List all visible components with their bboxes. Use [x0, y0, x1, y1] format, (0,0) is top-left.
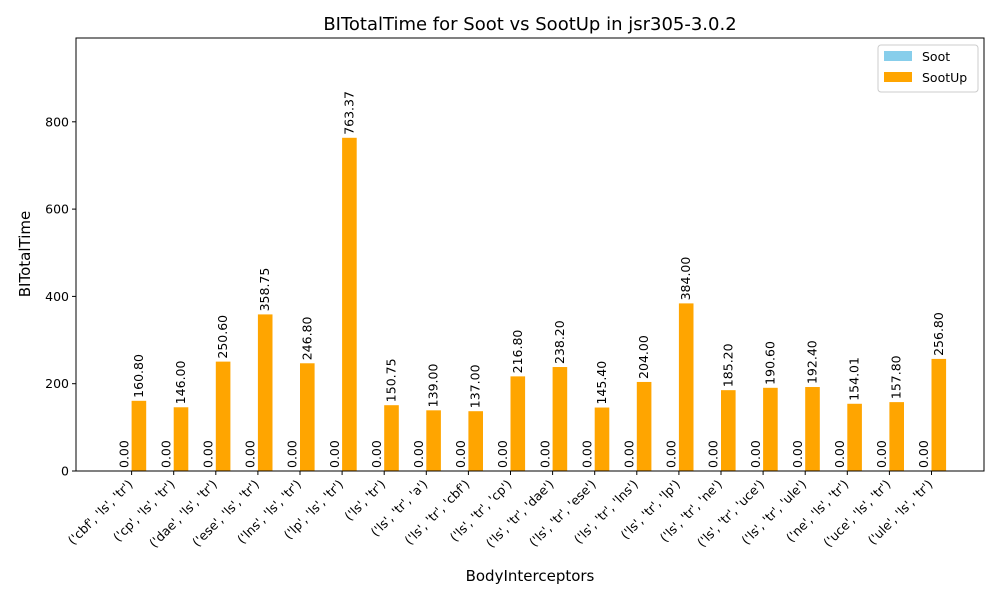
y-tick-label-4: 800 — [45, 114, 69, 129]
data-label-sootup-3: 358.75 — [257, 268, 272, 312]
bars-group — [131, 137, 947, 471]
data-label-sootup-4: 246.80 — [299, 316, 314, 360]
data-label-soot-18: 0.00 — [874, 440, 889, 468]
x-axis: ('cbf', 'ls', 'tr')('cp', 'ls', 'tr')('d… — [65, 471, 936, 550]
bar-sootup-2 — [215, 361, 231, 471]
bar-sootup-17 — [847, 403, 862, 471]
data-label-soot-5: 0.00 — [327, 440, 342, 468]
data-label-soot-1: 0.00 — [158, 440, 173, 468]
data-label-sootup-18: 157.80 — [889, 355, 904, 399]
data-label-sootup-6: 150.75 — [384, 358, 399, 402]
data-label-sootup-19: 256.80 — [931, 312, 946, 356]
data-label-soot-16: 0.00 — [790, 440, 805, 468]
data-label-soot-8: 0.00 — [453, 440, 468, 468]
data-label-sootup-2: 250.60 — [215, 315, 230, 359]
x-axis-label: BodyInterceptors — [466, 567, 595, 585]
data-label-sootup-5: 763.37 — [341, 91, 356, 135]
data-label-sootup-13: 384.00 — [678, 257, 693, 301]
bar-sootup-16 — [805, 387, 820, 471]
bar-sootup-12 — [636, 381, 652, 471]
bar-sootup-18 — [889, 402, 904, 471]
legend: Soot SootUp — [877, 44, 979, 93]
data-label-soot-13: 0.00 — [664, 440, 679, 468]
y-tick-label-3: 600 — [45, 202, 69, 217]
data-label-soot-9: 0.00 — [495, 440, 510, 468]
bar-sootup-19 — [931, 358, 947, 471]
data-label-sootup-9: 216.80 — [510, 330, 525, 374]
bar-sootup-13 — [678, 303, 694, 471]
data-label-soot-19: 0.00 — [916, 440, 931, 468]
data-label-sootup-1: 146.00 — [173, 360, 188, 404]
plot-frame — [75, 37, 985, 472]
data-label-sootup-17: 154.01 — [847, 357, 862, 401]
bar-sootup-9 — [510, 376, 526, 471]
bar-sootup-3 — [257, 314, 273, 471]
bar-sootup-7 — [426, 410, 441, 471]
legend-label-soot: Soot — [922, 49, 950, 64]
legend-swatch-sootup — [884, 72, 912, 82]
legend-swatch-soot — [884, 51, 912, 61]
data-label-sootup-10: 238.20 — [552, 320, 567, 364]
data-label-soot-7: 0.00 — [411, 440, 426, 468]
bar-sootup-6 — [384, 405, 399, 471]
data-label-sootup-8: 137.00 — [468, 364, 483, 408]
data-label-sootup-16: 192.40 — [805, 340, 820, 384]
data-label-sootup-12: 204.00 — [636, 335, 651, 379]
data-label-soot-2: 0.00 — [201, 440, 216, 468]
bar-sootup-15 — [763, 387, 778, 471]
bar-sootup-4 — [300, 363, 315, 471]
chart-title: BITotalTime for Soot vs SootUp in jsr305… — [323, 14, 736, 35]
data-label-soot-11: 0.00 — [579, 440, 594, 468]
data-labels-group: 0.00 160.80 0.00 146.00 0.00 250.60 0.00 358.75… — [116, 91, 946, 468]
data-label-soot-17: 0.00 — [832, 440, 847, 468]
legend-label-sootup: SootUp — [922, 70, 967, 85]
bar-sootup-10 — [552, 367, 568, 471]
data-label-soot-6: 0.00 — [369, 440, 384, 468]
data-label-soot-4: 0.00 — [285, 440, 300, 468]
y-tick-label-1: 200 — [45, 376, 69, 391]
data-label-soot-3: 0.00 — [243, 440, 258, 468]
bar-sootup-0 — [131, 400, 147, 471]
data-label-soot-0: 0.00 — [116, 440, 131, 468]
data-label-soot-12: 0.00 — [622, 440, 637, 468]
bar-sootup-5 — [342, 137, 357, 471]
data-label-soot-10: 0.00 — [537, 440, 552, 468]
data-label-sootup-14: 185.20 — [720, 343, 735, 387]
data-label-sootup-0: 160.80 — [131, 354, 146, 398]
data-label-sootup-15: 190.60 — [762, 341, 777, 385]
bar-sootup-8 — [468, 411, 483, 471]
y-tick-label-2: 400 — [45, 289, 69, 304]
y-axis: 0 200 400 600 800 — [45, 114, 76, 479]
y-tick-label-0: 0 — [61, 464, 69, 479]
data-label-soot-15: 0.00 — [748, 440, 763, 468]
bar-sootup-1 — [173, 407, 189, 471]
bar-sootup-11 — [594, 407, 610, 471]
data-label-soot-14: 0.00 — [706, 440, 721, 468]
data-label-sootup-11: 145.40 — [594, 361, 609, 405]
y-axis-label: BITotalTime — [16, 211, 34, 297]
data-label-sootup-7: 139.00 — [426, 364, 441, 408]
bar-sootup-14 — [721, 390, 736, 471]
